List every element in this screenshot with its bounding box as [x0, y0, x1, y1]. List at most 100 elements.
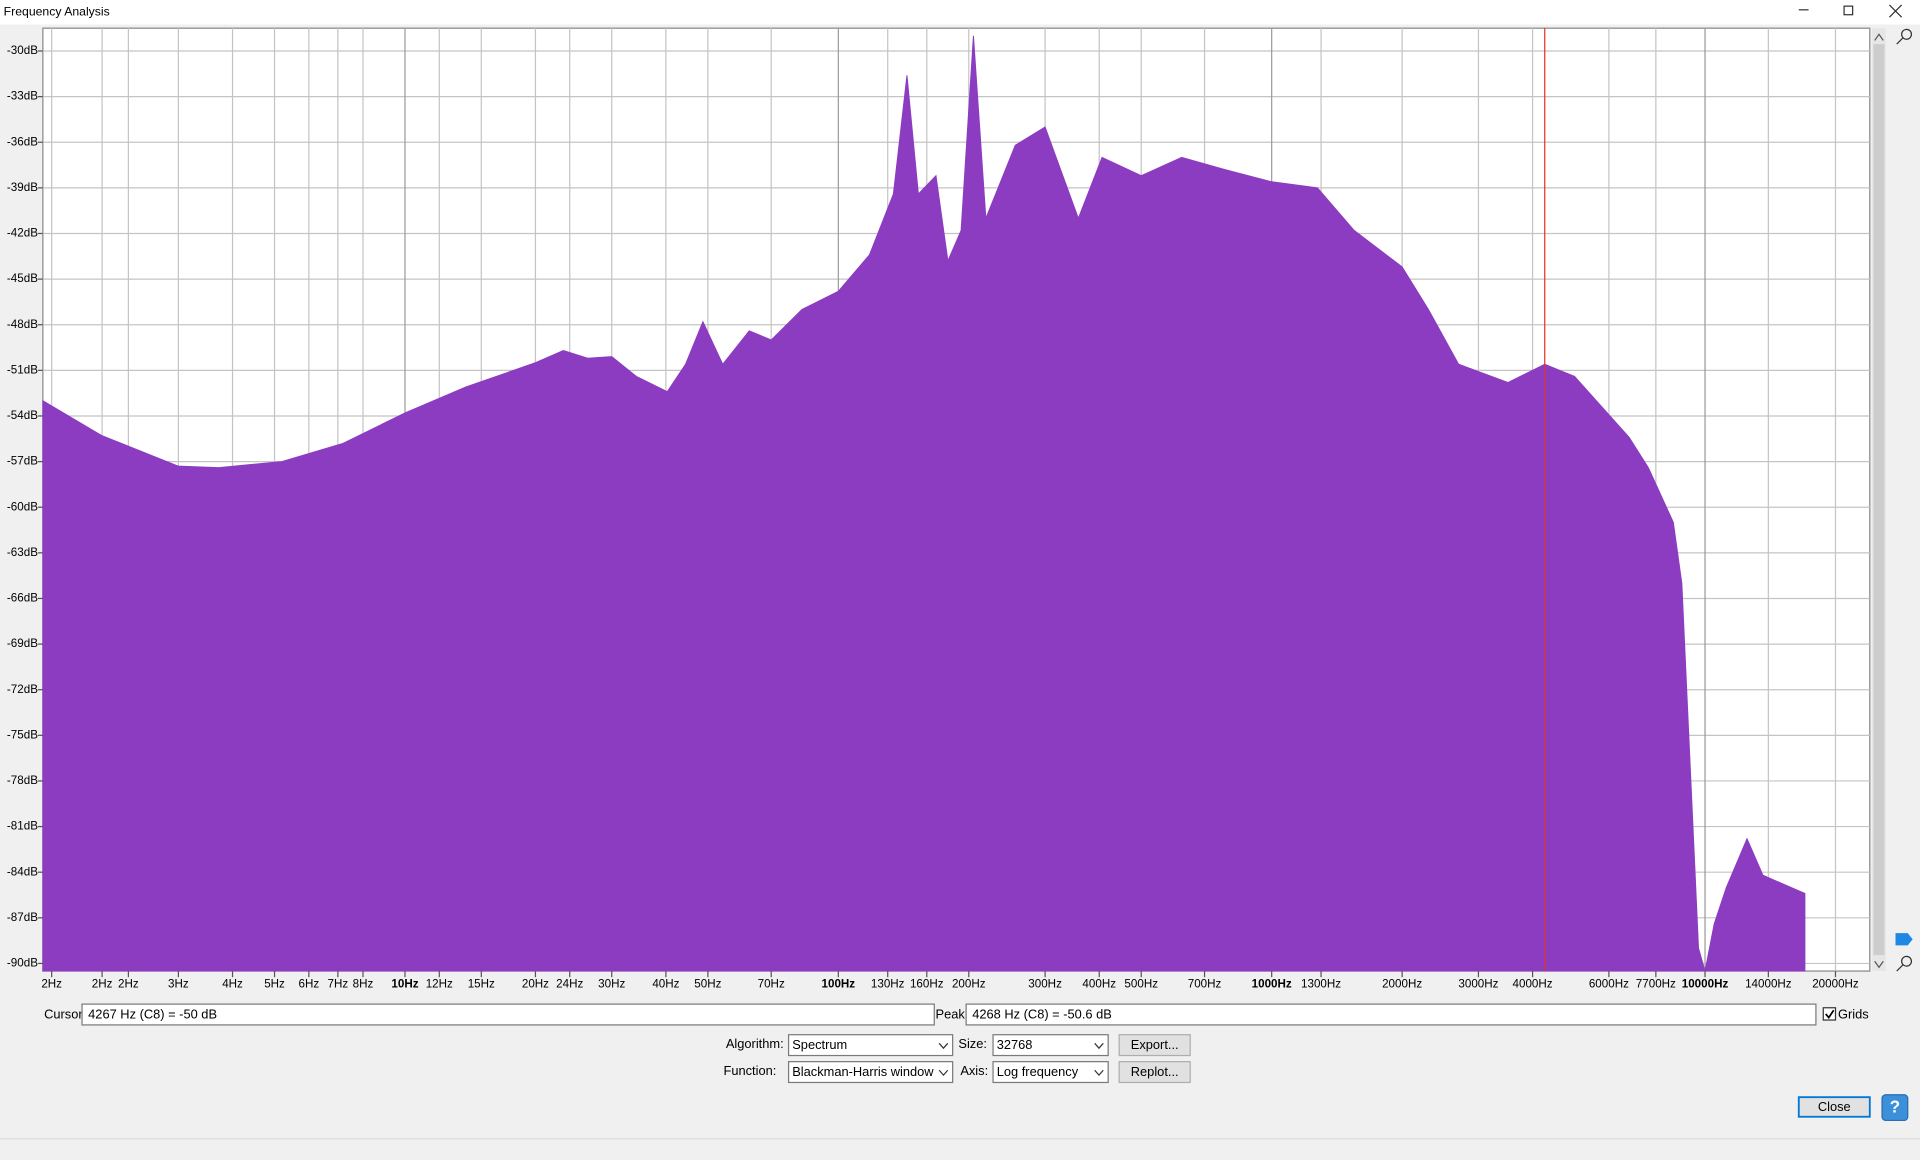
- x-tick-label: 15Hz: [468, 978, 495, 991]
- x-tick-label: 4000Hz: [1513, 978, 1553, 991]
- y-tick-label: -48dB: [7, 318, 38, 331]
- x-tick-label: 2Hz: [41, 978, 62, 991]
- y-tick-label: -87dB: [7, 911, 38, 924]
- x-tick-label: 6Hz: [299, 978, 320, 991]
- y-tick-label: -84dB: [7, 865, 38, 878]
- y-tick-label: -75dB: [7, 728, 38, 741]
- window-controls: [1798, 4, 1903, 18]
- dropdown-arrow: [938, 1042, 949, 1050]
- y-tick-label: -66dB: [7, 592, 38, 605]
- x-tick-label: 160Hz: [910, 978, 944, 991]
- x-tick-label: 70Hz: [758, 978, 785, 991]
- cursor-value: 4267 Hz (C8) = -50 dB: [88, 1007, 217, 1022]
- y-tick-label: -90dB: [7, 957, 38, 970]
- x-tick-label: 30Hz: [598, 978, 625, 991]
- x-tick-label: 300Hz: [1028, 978, 1062, 991]
- x-tick-label: 40Hz: [652, 978, 679, 991]
- function-select[interactable]: [787, 1061, 954, 1084]
- y-tick-label: -42dB: [7, 227, 38, 240]
- x-tick-label: 6000Hz: [1589, 978, 1629, 991]
- x-tick-label: 20000Hz: [1812, 978, 1859, 991]
- y-tick-label: -81dB: [7, 820, 38, 833]
- size-select[interactable]: [992, 1034, 1109, 1057]
- restore[interactable]: [1843, 5, 1854, 16]
- help-label: ?: [1890, 1097, 1900, 1117]
- x-tick-label: 7Hz: [328, 978, 349, 991]
- x-tick-label: 1000Hz: [1252, 978, 1292, 991]
- x-tick-label: 5Hz: [264, 978, 285, 991]
- axes: -30dB -33dB -36dB -39dB -42dB -45dB -48dB -51dB…: [7, 44, 1859, 991]
- replot-button[interactable]: [1118, 1061, 1191, 1084]
- close-button[interactable]: [1797, 1096, 1871, 1118]
- axis-value: Log frequency: [997, 1064, 1079, 1079]
- x-tick-label: 3Hz: [168, 978, 189, 991]
- y-tick-label: -60dB: [7, 500, 38, 513]
- axis-label: Axis:: [960, 1063, 988, 1078]
- x-tick-label: 1300Hz: [1301, 978, 1341, 991]
- zoom-out[interactable]: [1896, 955, 1913, 972]
- x-tick-label: 8Hz: [353, 978, 374, 991]
- algorithm-select[interactable]: [787, 1034, 954, 1057]
- y-tick-label: -33dB: [7, 90, 38, 103]
- marks: [42, 28, 1806, 972]
- size-value: 32768: [997, 1037, 1033, 1052]
- y-tick-label: -69dB: [7, 637, 38, 650]
- x-tick-label: 400Hz: [1082, 978, 1116, 991]
- grids-check: [1825, 1009, 1835, 1020]
- x-tick-label: 2Hz: [118, 978, 139, 991]
- x-tick-label: 7700Hz: [1636, 978, 1676, 991]
- peak-label: Peak:: [936, 1007, 969, 1022]
- x-tick-label: 130Hz: [871, 978, 905, 991]
- export-label: Export...: [1131, 1037, 1179, 1052]
- close-x[interactable]: [1888, 4, 1903, 18]
- x-tick-label: 200Hz: [952, 978, 986, 991]
- dropdown-arrow: [938, 1069, 949, 1077]
- y-tick-label: -63dB: [7, 546, 38, 559]
- cursor-label: Cursor:: [44, 1007, 86, 1022]
- size-label: Size:: [958, 1036, 987, 1051]
- y-tick-label: -72dB: [7, 683, 38, 696]
- grids-label: Grids: [1838, 1007, 1869, 1022]
- zoom-slider[interactable]: [1895, 933, 1913, 946]
- close-label: Close: [1818, 1099, 1851, 1114]
- x-tick-label: 500Hz: [1124, 978, 1158, 991]
- y-tick-label: -54dB: [7, 409, 38, 422]
- peak-value: 4268 Hz (C8) = -50.6 dB: [972, 1007, 1112, 1022]
- dropdown-arrow: [1094, 1069, 1104, 1077]
- peak-field[interactable]: [965, 1003, 1817, 1026]
- x-tick-label: 12Hz: [426, 978, 453, 991]
- x-tick-label: 3000Hz: [1458, 978, 1498, 991]
- cursor-field[interactable]: [81, 1003, 935, 1026]
- scroll-arrows[interactable]: [1874, 33, 1884, 969]
- dropdown-arrow: [1094, 1042, 1104, 1050]
- x-tick-label: 20Hz: [522, 978, 549, 991]
- x-tick-label: 2Hz: [92, 978, 113, 991]
- scroll-thumb[interactable]: [1873, 44, 1885, 956]
- y-tick-label: -51dB: [7, 363, 38, 376]
- y-tick-label: -30dB: [7, 44, 38, 57]
- zoom-in[interactable]: [1896, 28, 1913, 45]
- x-tick-label: 10000Hz: [1682, 978, 1729, 991]
- algorithm-label: Algorithm:: [726, 1036, 784, 1051]
- y-tick-label: -78dB: [7, 774, 38, 787]
- x-tick-label: 2000Hz: [1382, 978, 1422, 991]
- algorithm-value: Spectrum: [792, 1037, 847, 1052]
- y-tick-label: -45dB: [7, 272, 38, 285]
- title-bar: [0, 0, 1920, 25]
- export-button[interactable]: [1118, 1034, 1191, 1057]
- function-value: Blackman-Harris window: [792, 1064, 934, 1079]
- x-tick-label: 700Hz: [1188, 978, 1222, 991]
- spectrum-area: [42, 35, 1806, 972]
- axis-select[interactable]: [992, 1061, 1109, 1084]
- x-tick-label: 24Hz: [556, 978, 583, 991]
- x-tick-label: 50Hz: [694, 978, 721, 991]
- function-label: Function:: [723, 1063, 776, 1078]
- x-tick-label: 4Hz: [222, 978, 243, 991]
- help-button[interactable]: [1881, 1094, 1909, 1122]
- x-tick-label: 14000Hz: [1745, 978, 1792, 991]
- y-tick-label: -57dB: [7, 455, 38, 468]
- x-tick-label: 10Hz: [391, 978, 418, 991]
- y-tick-label: -36dB: [7, 135, 38, 148]
